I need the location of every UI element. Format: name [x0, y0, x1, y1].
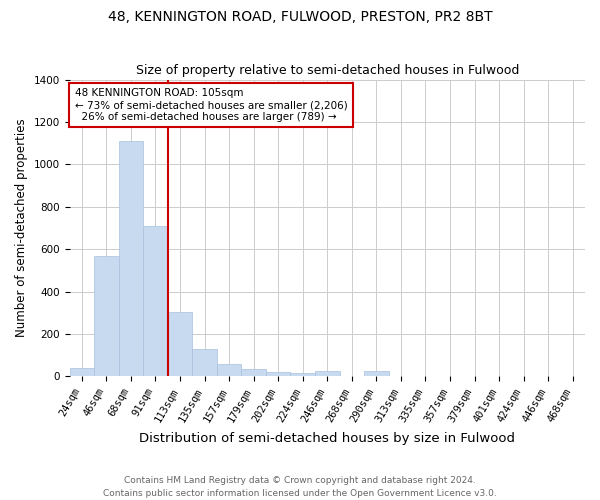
Bar [364, 371, 389, 376]
Bar [290, 374, 315, 376]
Text: 48 KENNINGTON ROAD: 105sqm
← 73% of semi-detached houses are smaller (2,206)
  2: 48 KENNINGTON ROAD: 105sqm ← 73% of semi… [74, 88, 347, 122]
Bar [241, 369, 266, 376]
Bar [70, 368, 94, 376]
Bar [119, 141, 143, 376]
Title: Size of property relative to semi-detached houses in Fulwood: Size of property relative to semi-detach… [136, 64, 519, 77]
Bar [94, 256, 119, 376]
Text: Contains HM Land Registry data © Crown copyright and database right 2024.
Contai: Contains HM Land Registry data © Crown c… [103, 476, 497, 498]
Bar [217, 364, 241, 376]
X-axis label: Distribution of semi-detached houses by size in Fulwood: Distribution of semi-detached houses by … [139, 432, 515, 445]
Bar [192, 349, 217, 376]
Bar [315, 371, 340, 376]
Y-axis label: Number of semi-detached properties: Number of semi-detached properties [15, 118, 28, 338]
Bar [266, 372, 290, 376]
Bar [143, 226, 168, 376]
Bar [168, 312, 192, 376]
Text: 48, KENNINGTON ROAD, FULWOOD, PRESTON, PR2 8BT: 48, KENNINGTON ROAD, FULWOOD, PRESTON, P… [107, 10, 493, 24]
